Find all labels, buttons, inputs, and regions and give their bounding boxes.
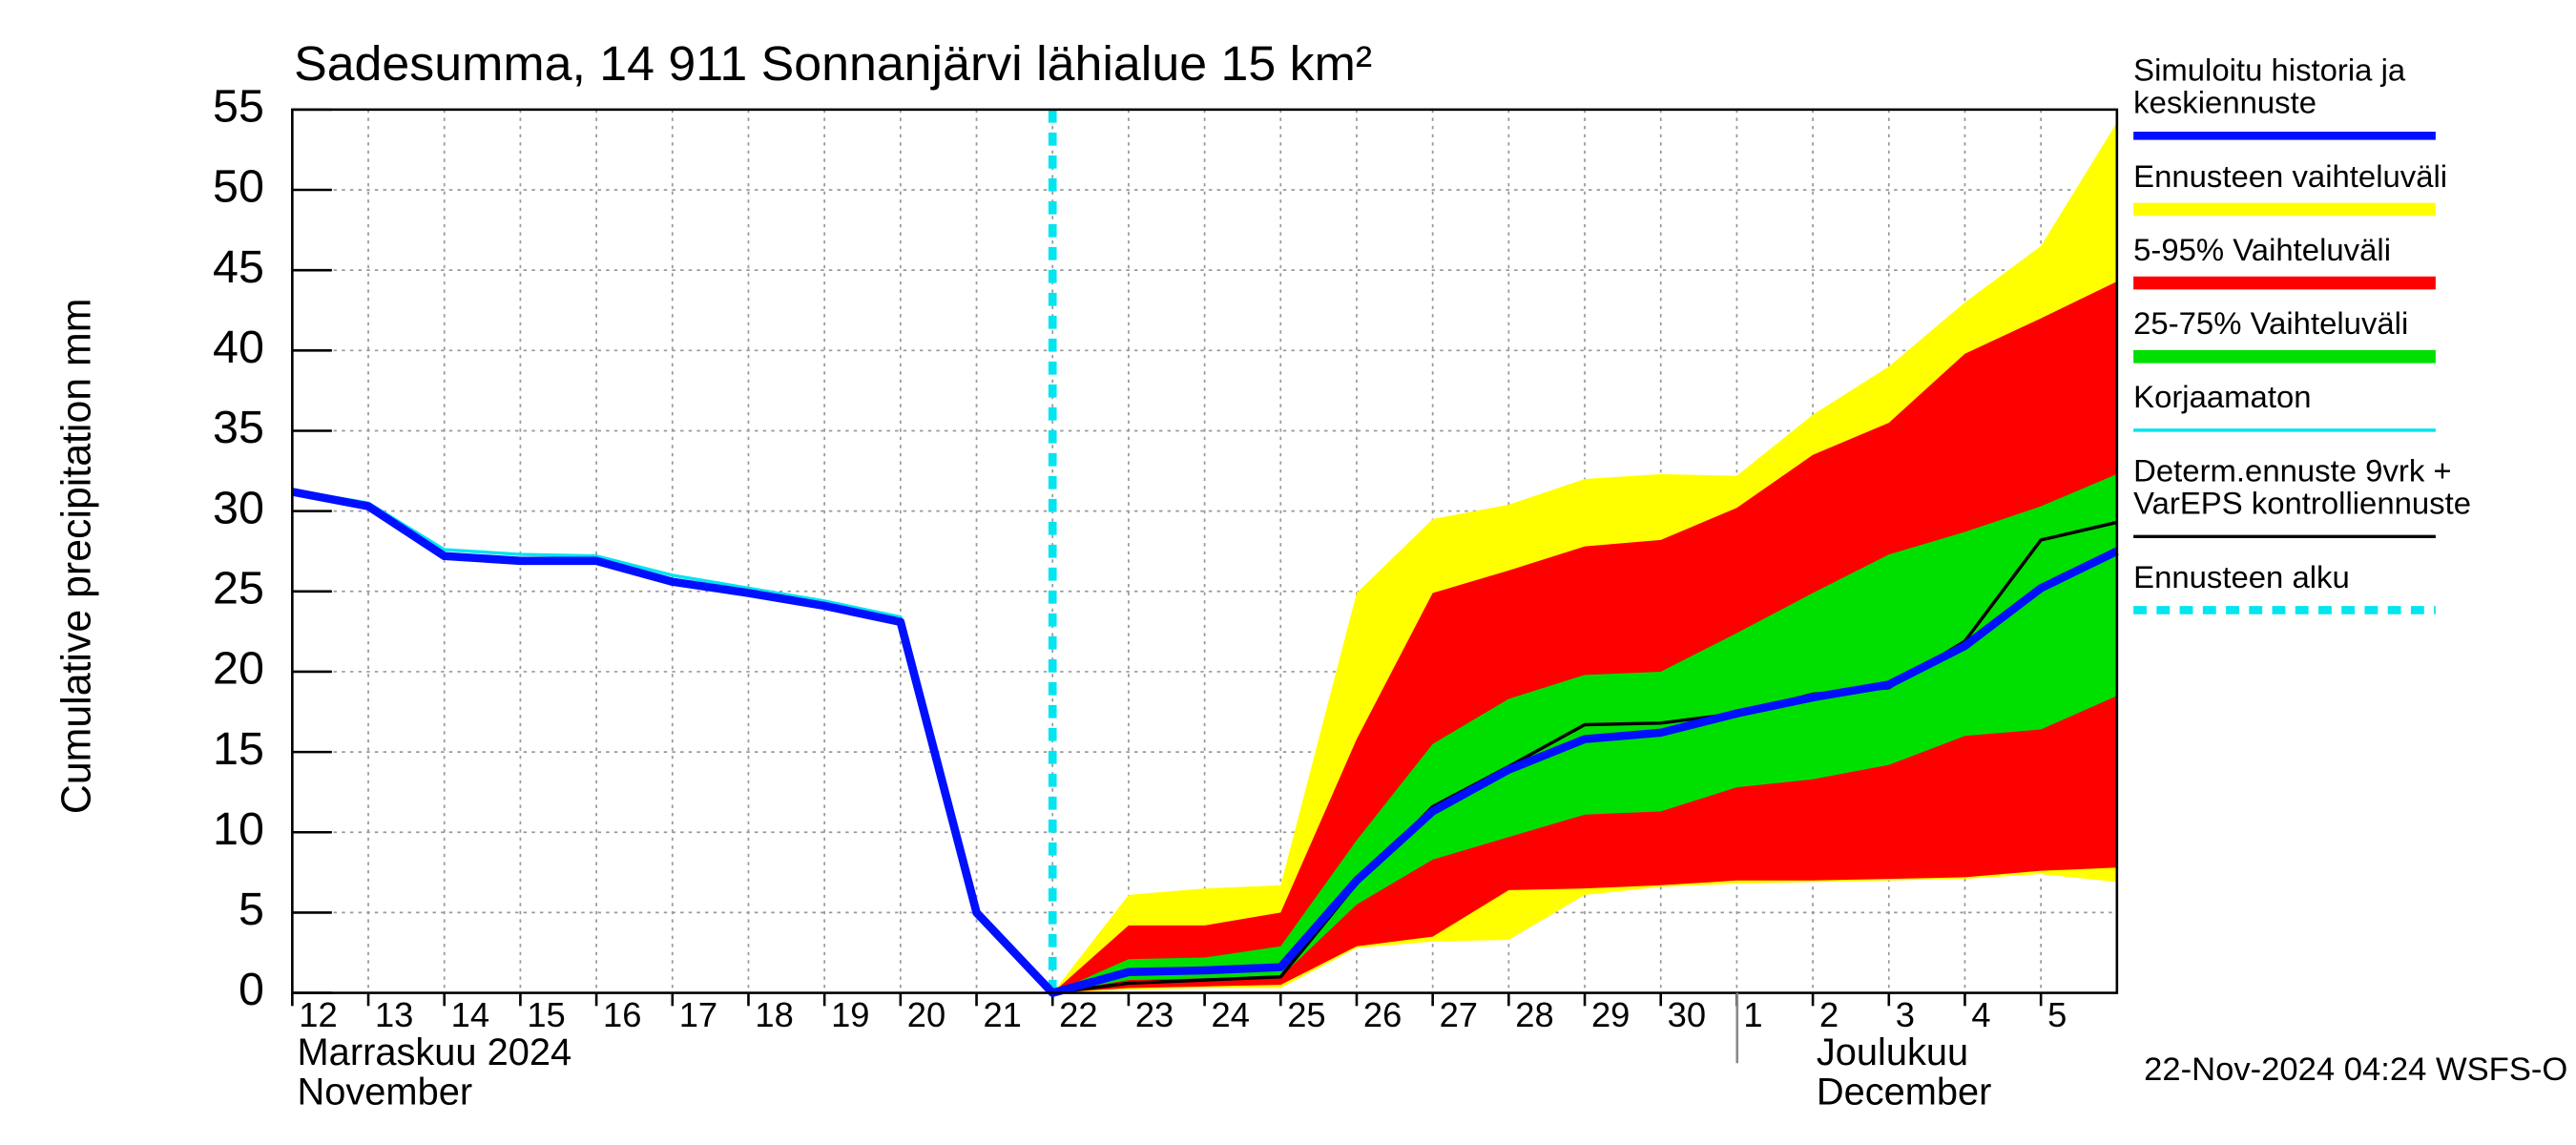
x-tick-label: 21 — [983, 995, 1021, 1034]
x-tick-label: 28 — [1515, 995, 1553, 1034]
x-tick-label: 12 — [299, 995, 337, 1034]
month-label: December — [1817, 1071, 1992, 1113]
x-tick-label: 26 — [1363, 995, 1402, 1034]
month-label: Joulukuu — [1817, 1031, 1968, 1073]
legend-label: Ennusteen vaihteluväli — [2133, 158, 2447, 194]
x-tick-label: 20 — [907, 995, 945, 1034]
y-tick-label: 50 — [213, 161, 264, 213]
band — [1052, 473, 2117, 993]
y-tick-label: 30 — [213, 483, 264, 534]
chart-title: Sadesumma, 14 911 Sonnanjärvi lähialue 1… — [294, 35, 1372, 91]
legend-label: Ennusteen alku — [2133, 559, 2350, 594]
x-tick-label: 24 — [1212, 995, 1250, 1034]
x-tick-label: 3 — [1896, 995, 1915, 1034]
y-tick-label: 0 — [239, 964, 264, 1015]
month-label: Marraskuu 2024 — [298, 1031, 572, 1073]
y-tick-label: 25 — [213, 563, 264, 614]
legend-label: 25-75% Vaihteluväli — [2133, 305, 2408, 341]
legend-label: Determ.ennuste 9vrk + VarEPS kontrollienn… — [2133, 452, 2471, 520]
x-tick-label: 4 — [1971, 995, 1990, 1034]
timestamp: 22-Nov-2024 04:24 WSFS-O — [2144, 1051, 2567, 1088]
x-tick-label: 5 — [2047, 995, 2067, 1034]
x-tick-label: 16 — [603, 995, 641, 1034]
x-tick-label: 19 — [831, 995, 869, 1034]
y-axis-label: Cumulative precipitation mm — [53, 299, 99, 814]
y-tick-label: 10 — [213, 803, 264, 855]
x-tick-label: 17 — [679, 995, 717, 1034]
band — [1052, 281, 2117, 993]
y-tick-label: 40 — [213, 322, 264, 373]
legend-label: Simuloitu historia ja keskiennuste — [2133, 52, 2406, 119]
lines — [291, 109, 2119, 997]
legend: Simuloitu historia ja keskiennuste Ennuste… — [2133, 52, 2471, 614]
x-tick-label: 23 — [1135, 995, 1174, 1034]
x-tick-label: 13 — [375, 995, 413, 1034]
x-tick-label: 25 — [1287, 995, 1325, 1034]
x-tick-label: 2 — [1819, 995, 1839, 1034]
legend-label: Korjaamaton — [2133, 379, 2311, 414]
x-tick-label: 1 — [1743, 995, 1762, 1034]
y-tick-label: 15 — [213, 723, 264, 775]
x-tick-label: 22 — [1059, 995, 1097, 1034]
y-tick-label: 20 — [213, 643, 264, 695]
x-tick-label: 14 — [451, 995, 489, 1034]
plot-frame — [291, 108, 2119, 994]
bands — [1052, 122, 2117, 993]
y-tick-label: 5 — [239, 884, 264, 935]
y-tick-label: 35 — [213, 402, 264, 453]
x-tick-label: 15 — [527, 995, 565, 1034]
month-label: November — [298, 1071, 473, 1113]
x-tick-label: 30 — [1668, 995, 1706, 1034]
x-tick-label: 29 — [1591, 995, 1630, 1034]
y-tick-label: 55 — [213, 81, 264, 133]
series-line — [291, 488, 2119, 997]
y-tick-label: 45 — [213, 241, 264, 293]
x-tick-label: 18 — [755, 995, 793, 1034]
legend-label: 5-95% Vaihteluväli — [2133, 232, 2391, 267]
x-tick-label: 27 — [1440, 995, 1478, 1034]
